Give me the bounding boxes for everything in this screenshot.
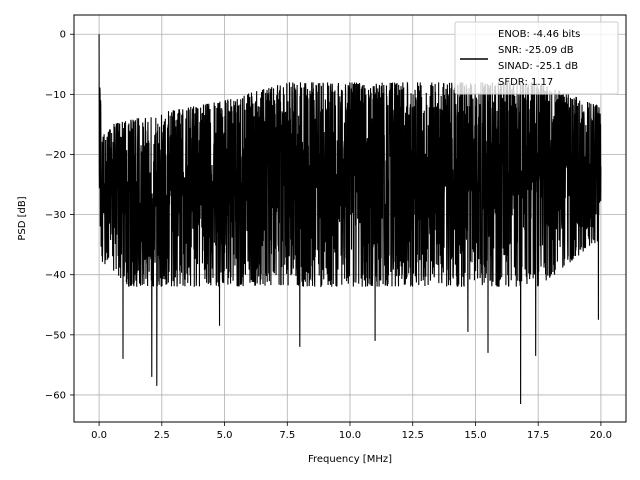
y-tick-label: −10	[45, 90, 66, 101]
psd-series-line	[98, 34, 602, 404]
y-tick-label: −40	[45, 270, 66, 281]
x-tick-label: 12.5	[402, 430, 424, 441]
legend: ENOB: -4.46 bits SNR: -25.09 dB SINAD: -…	[454, 21, 619, 95]
y-tick-label: −60	[45, 390, 66, 401]
x-tick-label: 0.0	[91, 430, 107, 441]
x-tick-label: 20.0	[590, 430, 612, 441]
legend-box	[454, 21, 619, 95]
legend-enob: ENOB: -4.46 bits	[498, 29, 580, 40]
legend-sinad: SINAD: -25.1 dB	[498, 61, 578, 72]
y-tick-label: −20	[45, 150, 66, 161]
x-tick-label: 15.0	[464, 430, 486, 441]
plot-area	[98, 34, 602, 404]
x-axis-label: Frequency [MHz]	[308, 454, 392, 465]
x-tick-label: 10.0	[339, 430, 361, 441]
legend-sfdr: SFDR: 1.17	[498, 77, 553, 88]
x-tick-label: 5.0	[217, 430, 233, 441]
y-axis-label: PSD [dB]	[17, 196, 28, 240]
y-axis-ticks: 0 −10 −20 −30 −40 −50 −60	[45, 30, 74, 401]
x-tick-label: 2.5	[154, 430, 170, 441]
x-tick-label: 17.5	[527, 430, 549, 441]
y-tick-label: 0	[60, 30, 66, 41]
x-tick-label: 7.5	[279, 430, 295, 441]
y-tick-label: −30	[45, 210, 66, 221]
x-axis-ticks: 0.0 2.5 5.0 7.5 10.0 12.5 15.0 17.5 20.0	[91, 422, 612, 441]
legend-snr: SNR: -25.09 dB	[498, 45, 574, 56]
y-tick-label: −50	[45, 330, 66, 341]
